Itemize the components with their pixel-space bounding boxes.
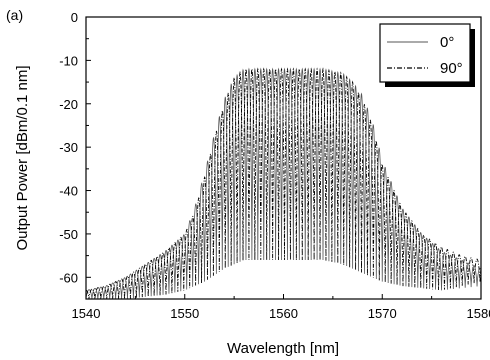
x-tick-label: 1550: [170, 306, 199, 321]
y-axis-title: Output Power [dBm/0.1 nm]: [14, 65, 31, 250]
panel-label: (a): [6, 7, 23, 23]
x-tick-label: 1560: [269, 306, 298, 321]
y-tick-label: -40: [59, 184, 78, 199]
y-tick-label: -20: [59, 97, 78, 112]
y-tick-label: -50: [59, 227, 78, 242]
legend: 0° 90°: [379, 23, 475, 87]
x-axis-title: Wavelength [nm]: [227, 340, 339, 357]
y-tick-label: -10: [59, 53, 78, 68]
y-tick-label: -30: [59, 140, 78, 155]
legend-box: [379, 23, 471, 83]
legend-label-1: 90°: [440, 60, 463, 77]
x-tick-label: 1570: [368, 306, 397, 321]
series-line-1: [86, 67, 481, 299]
y-tick-label: 0: [71, 10, 78, 25]
series-layer: [86, 67, 481, 299]
y-tick-label: -60: [59, 270, 78, 285]
series-line-0: [86, 67, 481, 299]
legend-label-0: 0°: [440, 34, 454, 51]
x-tick-label: 1540: [72, 306, 101, 321]
